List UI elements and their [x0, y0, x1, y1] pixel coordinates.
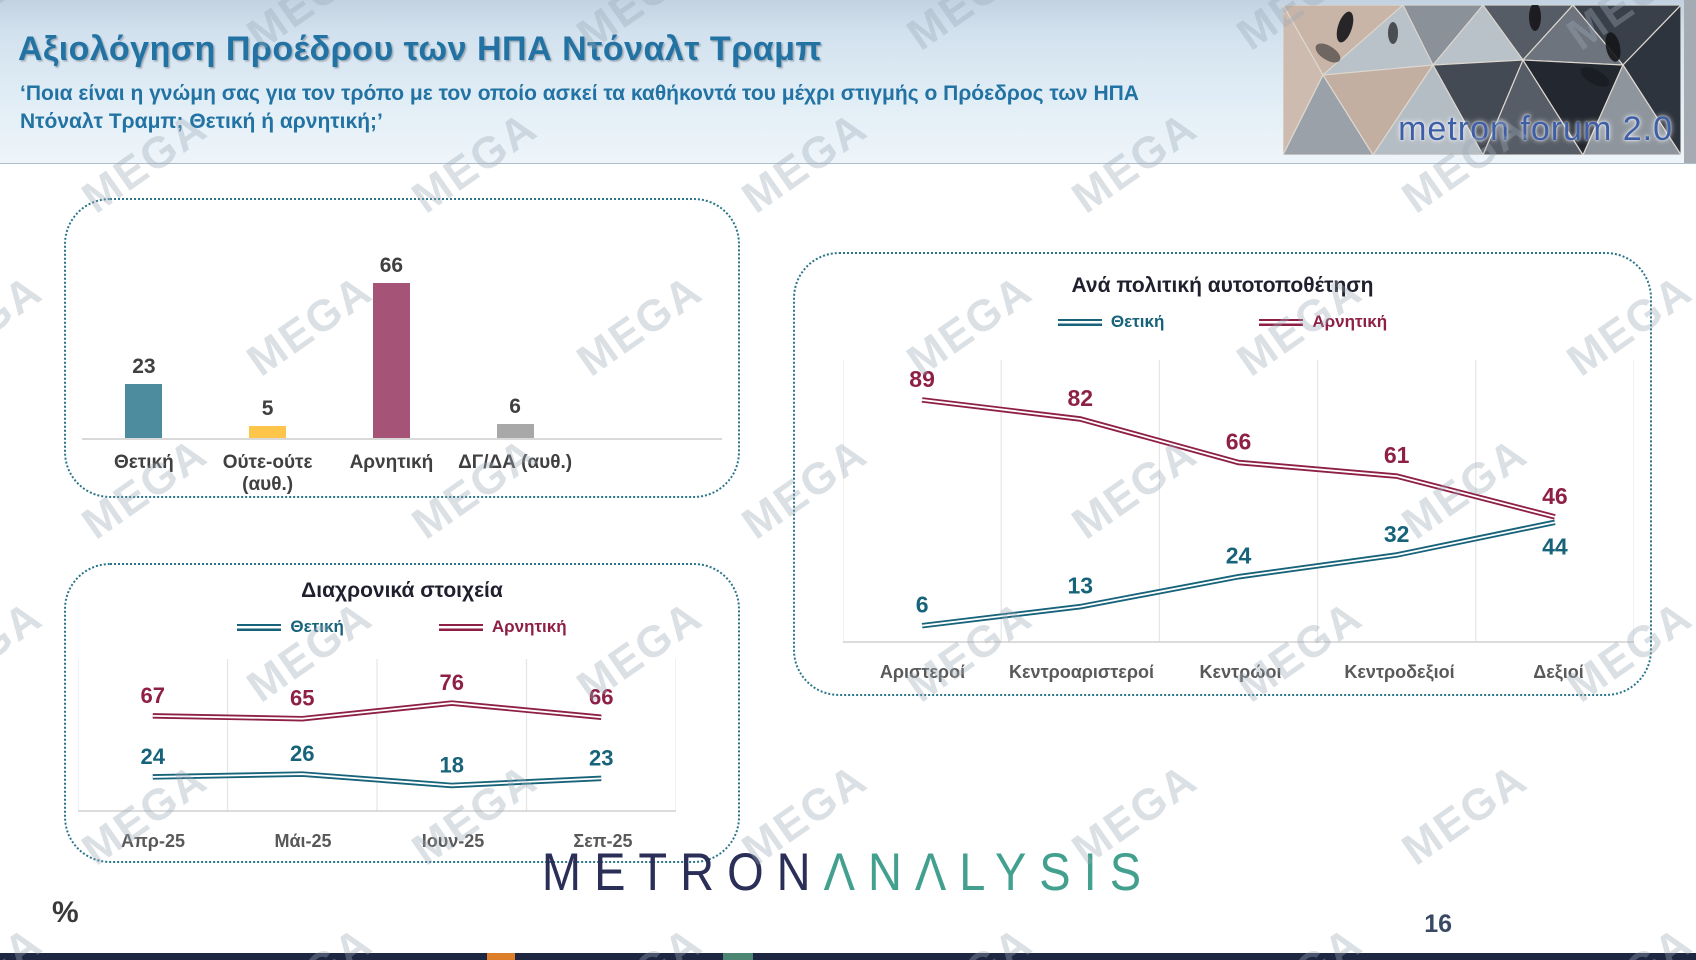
bar-plot: 23 5 66 6 [82, 232, 722, 440]
legend-line-swatch [1057, 318, 1102, 326]
political-chart-title: Ανά πολιτική αυτοτοποθέτηση [1071, 274, 1374, 297]
svg-text:44: 44 [1542, 533, 1568, 559]
trend-chart: 24 26 18 23 67 65 76 66 Απρ-25 Μάι-25 Ιουν-25 Σεπ-… [77, 643, 678, 852]
trend-panel: Διαχρονικά στοιχεία Θετική Αρνητική 24 26 1… [64, 563, 740, 863]
svg-text:26: 26 [290, 741, 314, 766]
svg-text:66: 66 [589, 684, 613, 709]
political-lines: 6 13 24 32 44 89 82 66 61 46 [842, 360, 1635, 643]
svg-text:18: 18 [440, 752, 464, 777]
x-axis-label: Κεντροδεξιοί [1344, 662, 1455, 682]
svg-text:76: 76 [440, 670, 464, 695]
x-axis-label: Απρ-25 [121, 831, 185, 851]
svg-text:24: 24 [141, 744, 166, 769]
x-axis-label: Μάι-25 [274, 831, 332, 851]
percent-symbol: % [52, 896, 79, 929]
page-number: 16 [1424, 910, 1452, 938]
legend-line-swatch [1259, 318, 1304, 326]
page-title: Αξιολόγηση Προέδρου των ΗΠΑ Ντόναλτ Τραμ… [18, 30, 822, 68]
bar-column: 5 [206, 397, 330, 438]
metron-analysis-logo: METRONΛNΛLYSIS [0, 841, 1696, 903]
legend-line-swatch [438, 623, 483, 631]
bar [372, 282, 410, 438]
metron-analysis-logo-metron: METRON [541, 841, 824, 902]
bar-value-label: 23 [132, 354, 156, 378]
bar-chart: 23 5 66 6 Θετική Ούτε-ούτε (αυθ.) Αρνητική ΔΓ/… [82, 232, 722, 495]
bar-category-label: Θετική [113, 452, 174, 473]
metron-forum-logo-text: metron forum 2.0 [1398, 110, 1673, 148]
svg-text:32: 32 [1384, 521, 1410, 547]
x-axis-label: Αριστεροί [879, 662, 966, 682]
svg-text:23: 23 [589, 745, 613, 770]
bar-category-label: Αρνητική [349, 452, 434, 473]
svg-text:89: 89 [909, 366, 935, 392]
bottom-bar-green-segment [723, 953, 753, 960]
bar-value-label: 5 [261, 397, 274, 421]
svg-text:66: 66 [1226, 428, 1252, 454]
political-chart: 6 13 24 32 44 89 82 66 61 46 Αριστεροί Κεντροαριστ… [842, 354, 1638, 683]
bar-column: 23 [82, 355, 206, 438]
political-axis-labels: Αριστεροί Κεντροαριστεροί Κεντρώοι Κεντροδε… [843, 651, 1638, 683]
mega-watermark: MEGA [0, 265, 52, 386]
legend-item: Θετική [1057, 312, 1165, 332]
metron-analysis-logo-analysis: ΛNΛLYSIS [823, 841, 1155, 902]
trend-chart-title: Διαχρονικά στοιχεία [301, 579, 503, 602]
bar-value-label: 6 [509, 394, 521, 418]
x-axis-label: Κεντροαριστεροί [1009, 662, 1154, 682]
bottom-bar-orange-segment [487, 953, 515, 960]
trend-legend: Θετική Αρνητική [66, 617, 738, 637]
overall-rating-panel: 23 5 66 6 Θετική Ούτε-ούτε (αυθ.) Αρνητική ΔΓ/… [64, 198, 740, 498]
x-axis-label: Δεξιοί [1533, 662, 1584, 682]
svg-text:67: 67 [141, 683, 165, 708]
svg-text:61: 61 [1384, 442, 1410, 468]
people-silhouettes [1315, 5, 1621, 87]
bottom-bar [0, 953, 1696, 960]
bar-column: 66 [330, 254, 454, 438]
trend-axis-labels: Απρ-25 Μάι-25 Ιουν-25 Σεπ-25 [78, 820, 678, 852]
bar-value-label: 66 [379, 253, 404, 277]
svg-text:24: 24 [1226, 543, 1252, 569]
legend-label: Αρνητική [1312, 312, 1388, 331]
bar [249, 426, 287, 438]
legend-line-swatch [237, 623, 282, 631]
header: Αξιολόγηση Προέδρου των ΗΠΑ Ντόναλτ Τραμ… [0, 0, 1696, 164]
x-axis-label: Ιουν-25 [421, 831, 485, 851]
mega-watermark: MEGA [0, 591, 52, 712]
bar [125, 383, 163, 438]
x-axis-label: Σεπ-25 [573, 831, 633, 851]
legend-item: Αρνητική [1259, 312, 1387, 332]
bar-category-label: ΔΓ/ΔΑ (αυθ.) [458, 452, 573, 473]
mosaic-photo [1283, 5, 1681, 155]
bar-category-label: Ούτε-ούτε (αυθ.) [222, 452, 313, 495]
legend-label: Θετική [1110, 312, 1165, 331]
legend-label: Αρνητική [491, 617, 567, 636]
metron-forum-logo: metron forum 2.0 [1283, 5, 1681, 155]
svg-text:46: 46 [1542, 483, 1568, 509]
svg-text:6: 6 [916, 592, 929, 618]
svg-text:82: 82 [1068, 385, 1094, 411]
legend-item: Αρνητική [438, 617, 567, 637]
political-panel: Ανά πολιτική αυτοτοποθέτηση Θετική Αρνητι… [793, 252, 1652, 696]
legend-label: Θετική [290, 617, 344, 636]
svg-text:65: 65 [290, 686, 314, 711]
bar [496, 423, 534, 438]
page-subtitle: ‘Ποια είναι η γνώμη σας για τον τρόπο με… [20, 82, 1139, 134]
trend-lines: 24 26 18 23 67 65 76 66 [77, 659, 677, 812]
bar-axis-labels: Θετική Ούτε-ούτε (αυθ.) Αρνητική ΔΓ/ΔΑ (αυθ… [82, 440, 722, 496]
legend-item: Θετική [237, 617, 344, 637]
bar-column: 6 [453, 395, 577, 438]
svg-text:13: 13 [1068, 573, 1094, 599]
x-axis-label: Κεντρώοι [1199, 662, 1282, 682]
political-legend: Θετική Αρνητική [795, 312, 1650, 332]
